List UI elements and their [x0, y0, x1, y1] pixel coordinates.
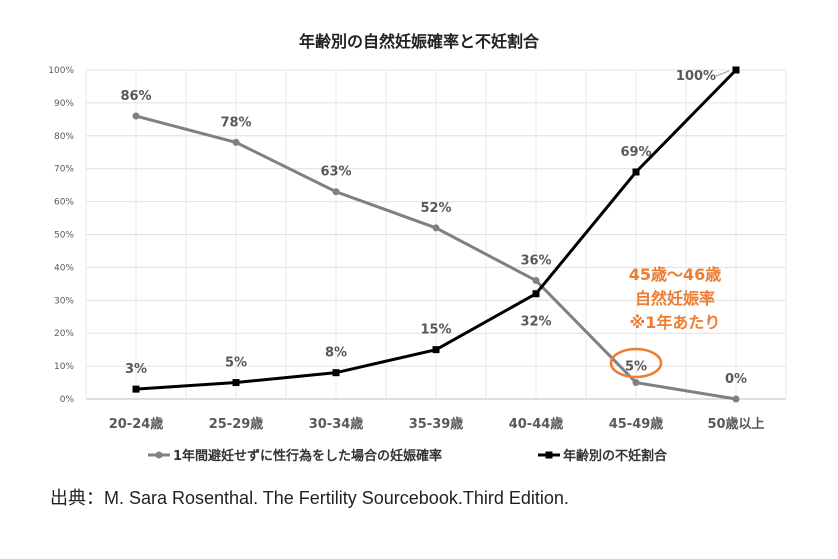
y-tick-label: 70% [54, 165, 74, 175]
data-point [132, 385, 140, 393]
y-tick-label: 100% [48, 66, 74, 76]
series-lines: 86% 78% 63% 52% 36% 5% 0% 3% 5% 8% 15% 32% 69% 100% [120, 66, 747, 403]
data-point [432, 346, 440, 354]
data-point [232, 138, 240, 146]
data-point [632, 379, 640, 387]
data-point [732, 66, 740, 74]
y-axis-ticks: 0% 10% 20% 30% 40% 50% 60% 70% 80% 90% 100% [48, 66, 74, 405]
data-label: 0% [725, 372, 747, 387]
highlight-circle [609, 347, 663, 379]
y-tick-label: 30% [54, 296, 74, 306]
x-tick-label: 45-49歳 [609, 416, 664, 432]
data-point [332, 369, 340, 377]
x-tick-label: 35-39歳 [409, 416, 464, 432]
data-point [432, 224, 440, 232]
legend-marker-icon [155, 451, 163, 459]
data-label: 86% [120, 89, 151, 104]
y-tick-label: 10% [54, 362, 74, 372]
legend-label: 年齢別の不妊割合 [563, 448, 668, 464]
x-tick-label: 40-44歳 [509, 416, 564, 432]
chart-title: 年齢別の自然妊娠確率と不妊割合 [299, 32, 540, 51]
annotation-text: 45歳〜46歳 [629, 265, 722, 284]
data-point [532, 290, 540, 298]
data-point [532, 277, 540, 285]
data-point [632, 168, 640, 176]
x-tick-label: 50歳以上 [707, 416, 764, 432]
y-tick-label: 90% [54, 99, 74, 109]
gridlines [85, 69, 787, 400]
x-tick-label: 20-24歳 [109, 416, 164, 432]
data-label: 3% [125, 362, 147, 377]
leader-line [715, 70, 730, 77]
legend-marker-icon [545, 451, 553, 459]
annotation-text: ※1年あたり [630, 313, 721, 332]
y-tick-label: 20% [54, 329, 74, 339]
y-tick-label: 50% [54, 231, 74, 241]
source-citation: 出典：M. Sara Rosenthal. The Fertility Sour… [50, 488, 569, 508]
data-label: 5% [225, 356, 247, 371]
data-label: 15% [420, 323, 451, 338]
y-tick-label: 60% [54, 198, 74, 208]
data-label: 36% [520, 254, 551, 269]
data-label: 5% [625, 360, 647, 375]
data-label: 78% [220, 115, 251, 130]
data-label: 8% [325, 346, 347, 361]
x-tick-label: 30-34歳 [309, 416, 364, 432]
data-label: 100% [676, 69, 716, 84]
y-tick-label: 0% [60, 395, 75, 405]
y-tick-label: 80% [54, 132, 74, 142]
legend-label: 1年間避妊せずに性行為をした場合の妊娠確率 [173, 448, 442, 464]
data-label: 32% [520, 315, 551, 330]
y-tick-label: 40% [54, 263, 74, 273]
legend: 1年間避妊せずに性行為をした場合の妊娠確率 年齢別の不妊割合 [148, 448, 668, 464]
line-chart: 年齢別の自然妊娠確率と不妊割合 0% 10% 20% 30% 40% 50% 60% 70% 8… [48, 32, 787, 464]
x-tick-label: 25-29歳 [209, 416, 264, 432]
data-point [332, 188, 340, 196]
data-label: 52% [420, 201, 451, 216]
data-point [132, 112, 140, 120]
annotation-text: 自然妊娠率 [635, 289, 715, 308]
x-axis-ticks: 20-24歳 25-29歳 30-34歳 35-39歳 40-44歳 45-49歳 50歳以… [109, 416, 765, 432]
data-label: 69% [620, 145, 651, 160]
data-label: 63% [320, 165, 351, 180]
data-point [732, 395, 740, 403]
data-point [232, 379, 240, 387]
